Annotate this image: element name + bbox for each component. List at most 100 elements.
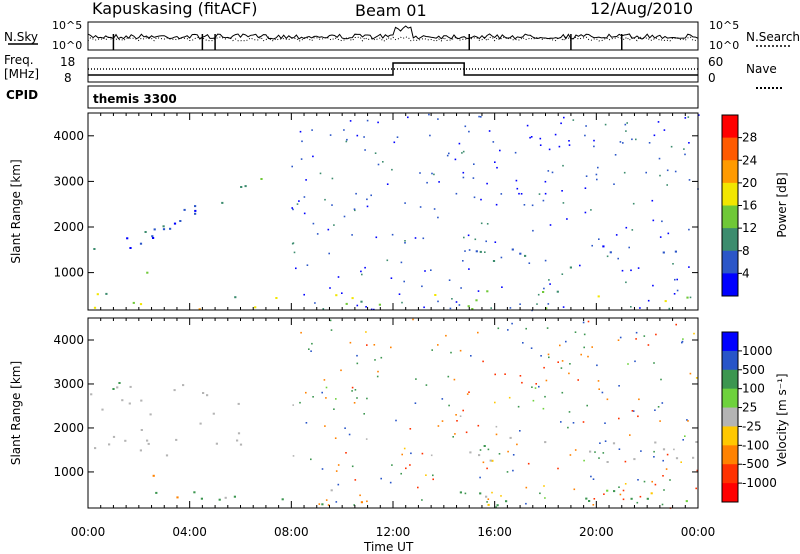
noise-cell xyxy=(563,116,565,119)
noise-cell xyxy=(500,495,502,497)
range-cell xyxy=(545,307,548,310)
noise-cell xyxy=(544,497,546,499)
noise-cell xyxy=(482,360,484,363)
noise-cell xyxy=(474,238,477,241)
range-cell xyxy=(194,205,197,208)
range-cell xyxy=(589,450,592,453)
noise-cell xyxy=(583,346,585,349)
range-cell xyxy=(240,186,243,188)
noise-cell xyxy=(525,486,528,489)
noise-cell xyxy=(638,398,640,401)
noise-cell xyxy=(488,130,491,132)
noise-cell xyxy=(437,425,440,427)
noise-cell xyxy=(449,307,452,310)
range-cell xyxy=(479,250,482,253)
noise-cell xyxy=(364,266,366,269)
noise-cell xyxy=(459,349,462,352)
noise-cell xyxy=(544,180,547,183)
noise-cell xyxy=(601,391,604,394)
x-tick-label: 20:00 xyxy=(579,525,614,539)
noise-cell xyxy=(422,237,425,240)
noise-cell xyxy=(325,397,327,399)
noise-cell xyxy=(614,154,617,156)
noise-cell xyxy=(577,379,579,381)
noise-cell xyxy=(684,153,686,156)
noise-cell xyxy=(549,283,551,285)
noise-cell xyxy=(366,205,369,208)
colorbar-tick-label: 8 xyxy=(742,244,750,258)
noise-cell xyxy=(521,381,523,384)
noise-cell xyxy=(659,174,661,177)
noise-cell xyxy=(636,501,639,504)
noise-cell xyxy=(480,222,483,225)
noise-cell xyxy=(477,331,479,334)
range-cell xyxy=(183,208,186,211)
noise-cell xyxy=(539,137,542,140)
beam-label: Beam 01 xyxy=(355,1,427,20)
nave-label: Nave xyxy=(746,62,777,76)
noise-cell xyxy=(464,125,467,128)
noise-cell xyxy=(421,452,424,455)
noise-cell xyxy=(622,498,625,501)
noise-cell xyxy=(507,450,509,453)
colorbar-tick-label: 100 xyxy=(742,382,765,396)
noise-cell xyxy=(477,290,480,292)
noise-cell xyxy=(681,341,683,344)
noise-cell xyxy=(430,454,433,457)
noise-cell xyxy=(410,452,412,455)
noise-cell xyxy=(448,152,450,155)
range-cell xyxy=(233,495,236,498)
noise-cell xyxy=(303,212,306,215)
noise-cell xyxy=(428,113,430,116)
noise-cell xyxy=(375,236,378,239)
noise-cell xyxy=(688,142,690,144)
noise-cell xyxy=(624,460,627,463)
noise-cell xyxy=(325,499,328,501)
noise-cell xyxy=(462,409,464,412)
noise-cell xyxy=(438,181,440,183)
noise-cell xyxy=(472,177,475,179)
noise-cell xyxy=(592,504,595,506)
noise-cell xyxy=(659,420,661,422)
noise-cell xyxy=(494,161,496,163)
range-cell xyxy=(597,295,600,298)
noise-cell xyxy=(335,470,338,472)
noise-cell xyxy=(583,333,586,336)
nsky-tick-top: 10^5 xyxy=(52,19,82,32)
noise-cell xyxy=(337,483,340,486)
colorbar-label: Power [dB] xyxy=(775,172,789,237)
noise-cell xyxy=(431,172,433,175)
station-title: Kapuskasing (fitACF) xyxy=(92,0,257,18)
noise-cell xyxy=(349,341,352,344)
noise-cell xyxy=(569,363,571,365)
noise-cell xyxy=(365,306,367,308)
noise-cell xyxy=(542,199,545,202)
noise-cell xyxy=(407,116,409,119)
noise-cell xyxy=(519,375,522,377)
noise-cell xyxy=(590,209,592,211)
range-cell xyxy=(116,386,119,389)
noise-cell xyxy=(423,306,425,309)
noise-cell xyxy=(486,182,488,185)
colorbar-segment xyxy=(722,445,738,465)
range-cell xyxy=(112,435,116,438)
noise-cell xyxy=(512,454,515,456)
noise-cell xyxy=(591,346,593,348)
noise-cell xyxy=(624,123,627,126)
range-cell xyxy=(93,306,97,309)
nsky-panel: N.Sky 10^5 10^0 10^5 10^0 N.Search xyxy=(4,19,800,52)
noise-cell xyxy=(365,438,368,440)
range-cell xyxy=(162,225,165,228)
noise-cell xyxy=(653,134,656,137)
range-cell xyxy=(244,185,247,188)
range-cell xyxy=(378,303,381,306)
nsky-tick-bottom: 10^0 xyxy=(52,39,82,52)
noise-cell xyxy=(462,176,465,179)
colorbar-tick-label: 24 xyxy=(742,153,757,167)
noise-cell xyxy=(587,320,590,323)
noise-cell xyxy=(666,184,668,186)
noise-cell xyxy=(389,481,392,484)
colorbar-segment xyxy=(722,407,738,427)
noise-cell xyxy=(299,130,302,133)
noise-cell xyxy=(417,486,419,489)
